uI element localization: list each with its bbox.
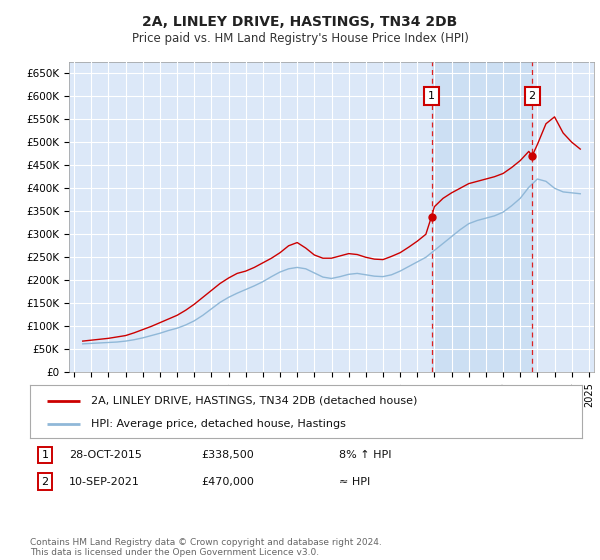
Text: 2A, LINLEY DRIVE, HASTINGS, TN34 2DB (detached house): 2A, LINLEY DRIVE, HASTINGS, TN34 2DB (de… bbox=[91, 396, 417, 405]
Text: £338,500: £338,500 bbox=[201, 450, 254, 460]
Text: HPI: Average price, detached house, Hastings: HPI: Average price, detached house, Hast… bbox=[91, 418, 346, 428]
Bar bbox=[431, 62, 532, 372]
Text: 1: 1 bbox=[41, 450, 49, 460]
Text: Contains HM Land Registry data © Crown copyright and database right 2024.
This d: Contains HM Land Registry data © Crown c… bbox=[30, 538, 382, 557]
Text: ≈ HPI: ≈ HPI bbox=[339, 477, 370, 487]
Text: 28-OCT-2015: 28-OCT-2015 bbox=[69, 450, 142, 460]
Text: 2: 2 bbox=[41, 477, 49, 487]
Text: 2A, LINLEY DRIVE, HASTINGS, TN34 2DB: 2A, LINLEY DRIVE, HASTINGS, TN34 2DB bbox=[142, 15, 458, 29]
Text: 2: 2 bbox=[529, 91, 536, 101]
Text: 8% ↑ HPI: 8% ↑ HPI bbox=[339, 450, 391, 460]
Text: 1: 1 bbox=[428, 91, 435, 101]
Text: 10-SEP-2021: 10-SEP-2021 bbox=[69, 477, 140, 487]
Text: £470,000: £470,000 bbox=[201, 477, 254, 487]
Text: Price paid vs. HM Land Registry's House Price Index (HPI): Price paid vs. HM Land Registry's House … bbox=[131, 32, 469, 45]
